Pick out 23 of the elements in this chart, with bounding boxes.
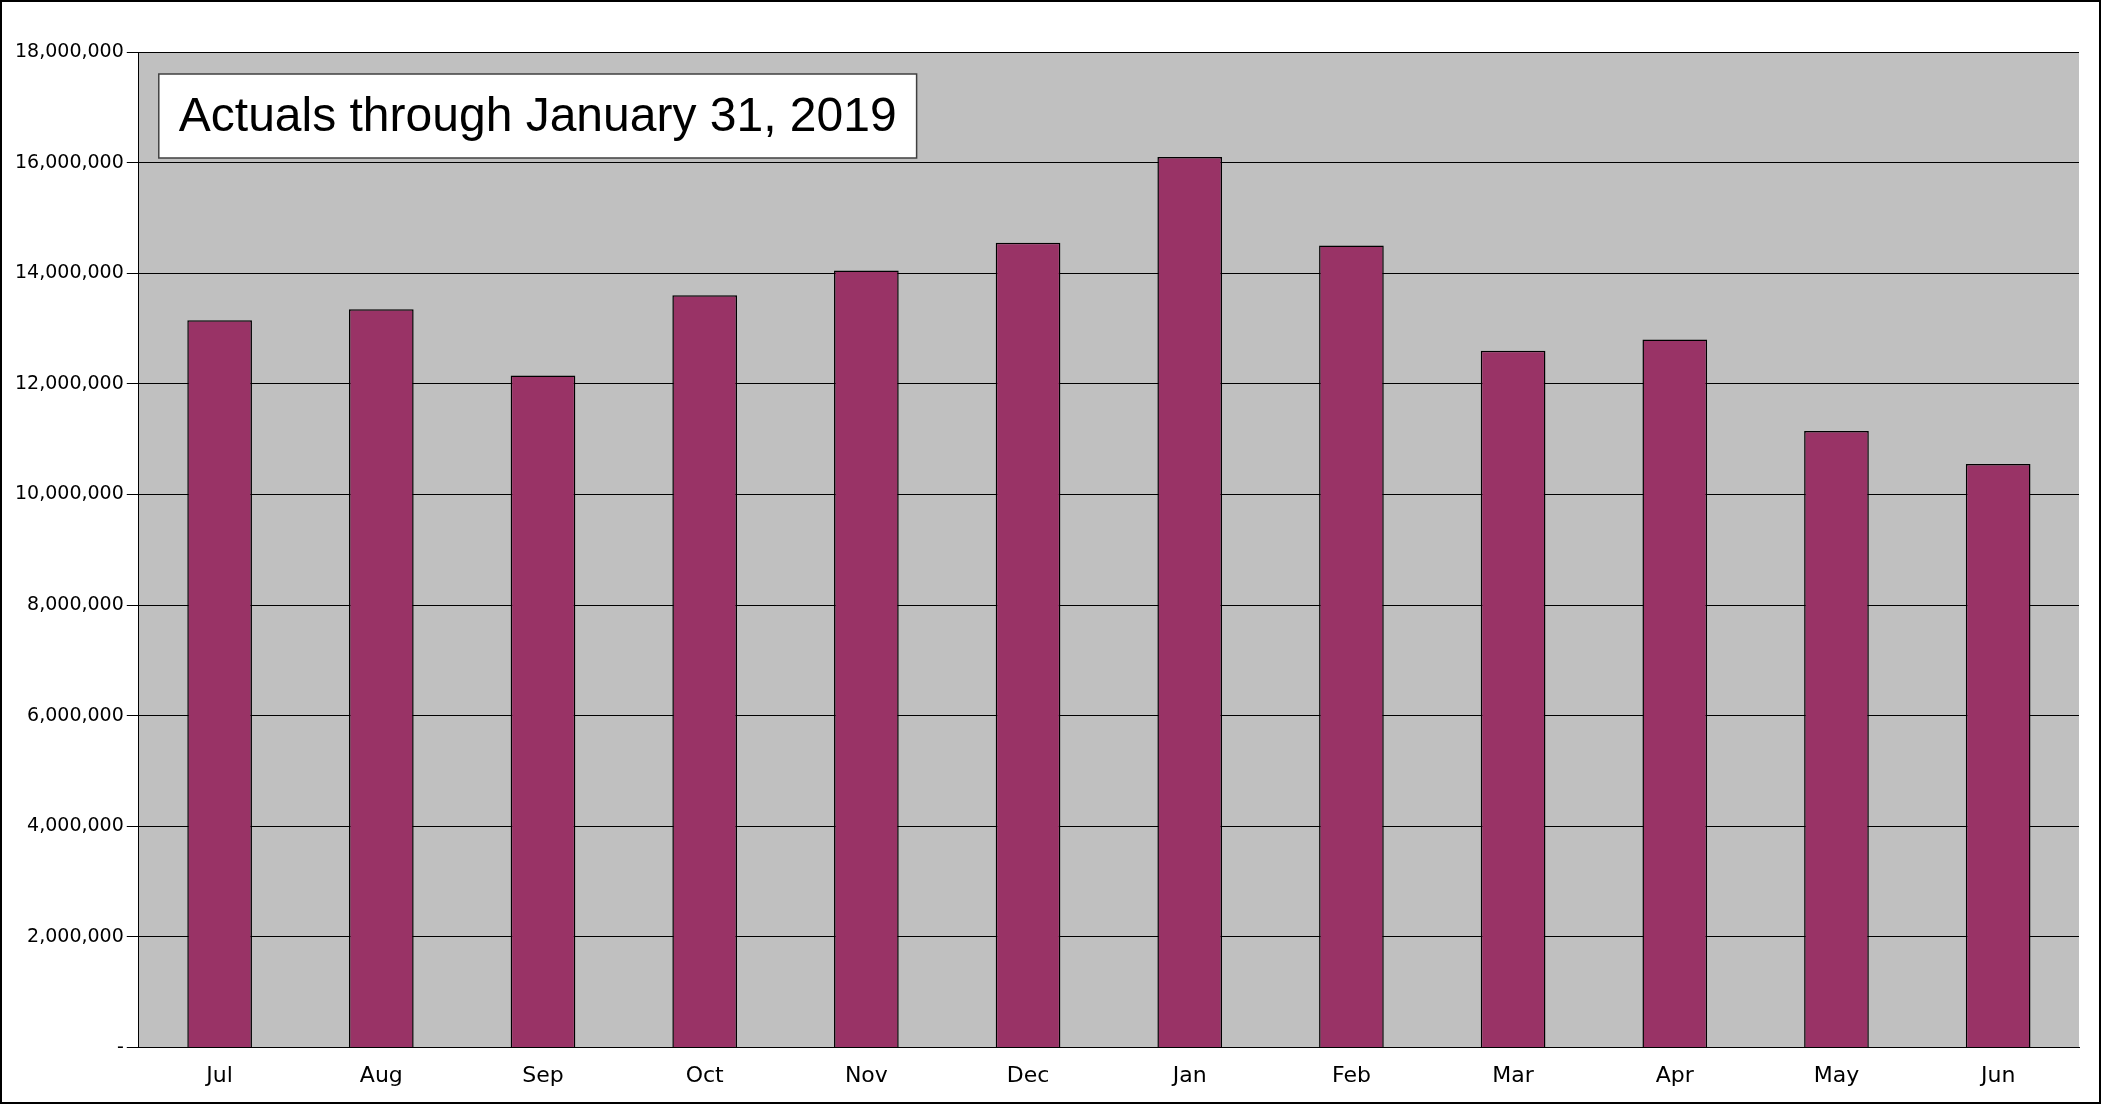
x-tick-label: Apr [1655,1061,1695,1087]
y-tick-label: 12,000,000 [14,370,124,393]
x-tick-label: Oct [685,1061,725,1087]
annotation: Actuals through January 31, 2019 [178,88,897,142]
x-tick-label: Feb [1331,1061,1371,1087]
x-tick-label: May [1813,1061,1860,1087]
y-tick-label: 10,000,000 [14,481,124,504]
y-tick-label: 16,000,000 [14,149,124,172]
y-tick-label: 8,000,000 [27,592,124,615]
y-tick-label: 14,000,000 [14,260,124,283]
y-tick-label: 6,000,000 [27,702,124,725]
y-tick-label: 18,000,000 [14,38,124,61]
y-tick-label: 2,000,000 [27,923,124,946]
x-tick-label: Jan [1170,1061,1207,1087]
x-tick-label: Jul [204,1061,233,1087]
x-tick-label: Jun [1978,1061,2016,1087]
x-tick-label: Dec [1006,1061,1050,1087]
x-tick-label: Aug [359,1061,403,1087]
y-tick-label: 4,000,000 [27,813,124,836]
x-tick-label: Mar [1492,1061,1535,1087]
x-tick-label: Nov [844,1061,888,1087]
x-tick-label: Sep [522,1061,564,1087]
y-tick-label: - [116,1034,124,1057]
